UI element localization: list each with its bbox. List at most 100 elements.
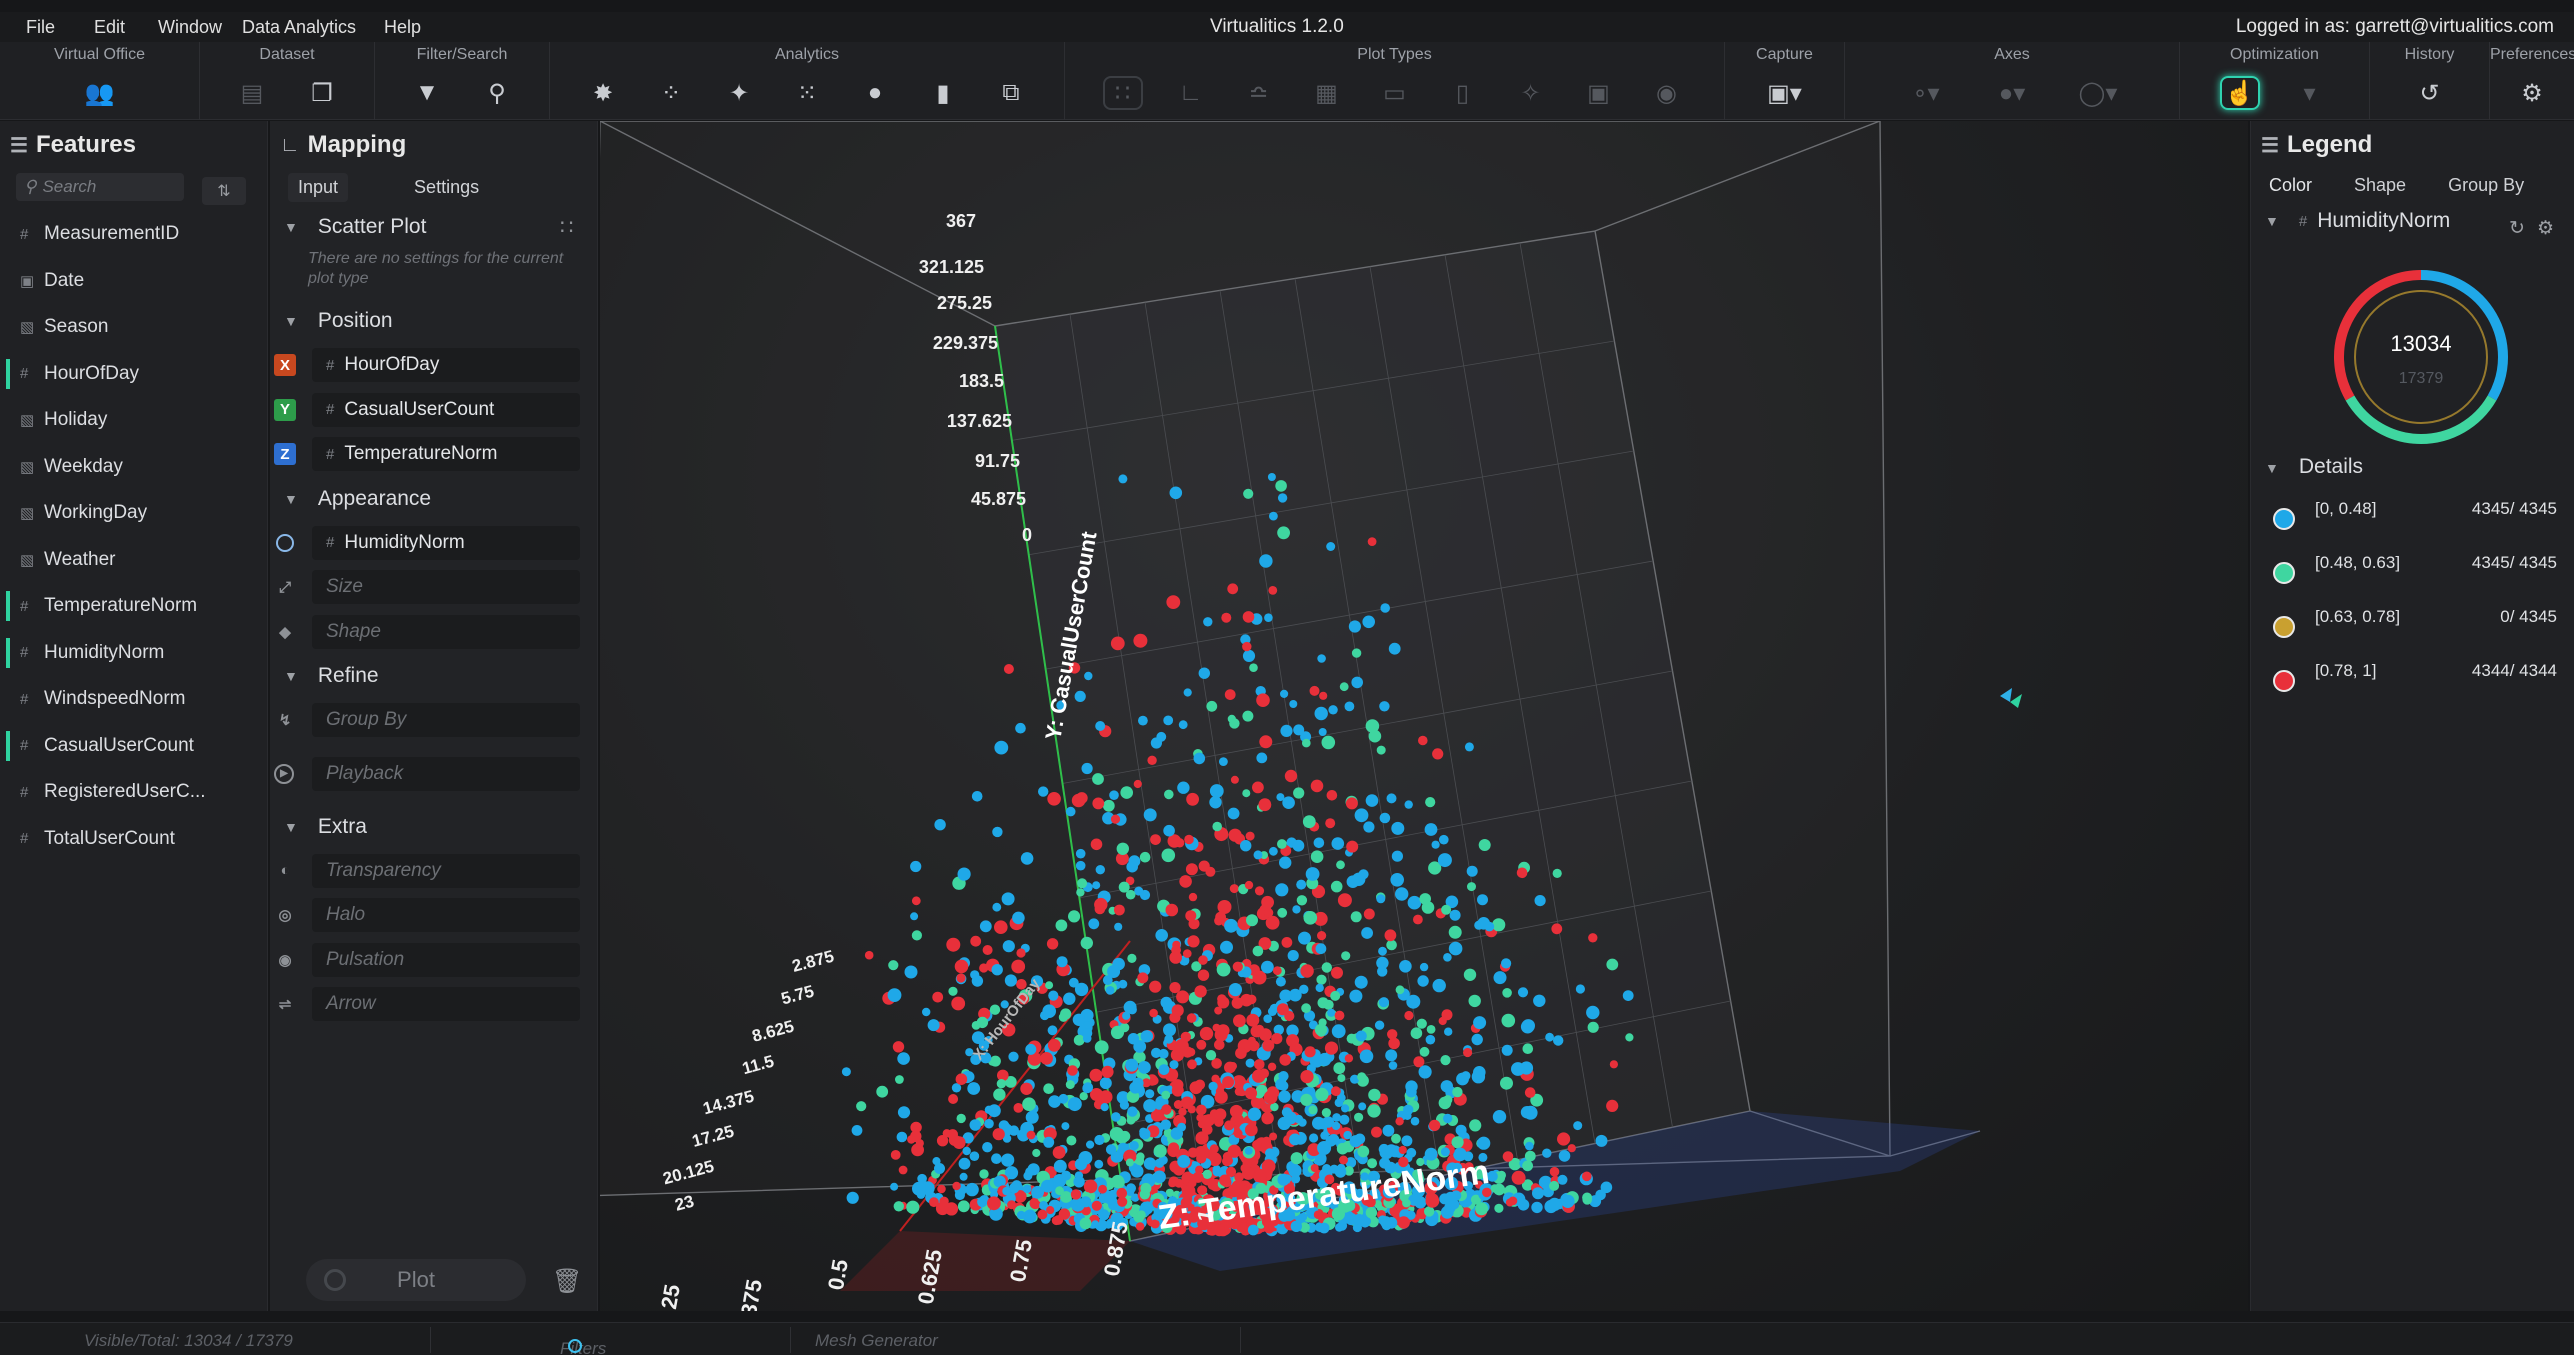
trash-icon[interactable]: 🗑 <box>552 1268 583 1295</box>
data-point <box>1331 1086 1341 1097</box>
menu-data-analytics[interactable]: Data Analytics <box>242 17 357 37</box>
x-mapping-field[interactable]: # HourOfDay <box>312 348 580 383</box>
cluster-icon[interactable]: ⁘ <box>660 79 682 107</box>
data-point <box>1331 837 1345 850</box>
halo-field[interactable]: Halo <box>312 898 580 933</box>
legend-bin-row[interactable]: [0, 0.48] 4345/ 4345 <box>2273 498 2563 550</box>
insight-bulb-icon[interactable]: ● <box>867 79 883 106</box>
data-point <box>1339 1114 1350 1125</box>
menu-window[interactable]: Window <box>158 17 223 37</box>
feature-item[interactable]: ▧ Season <box>0 304 267 351</box>
legend-bin-row[interactable]: [0.48, 0.63] 4345/ 4345 <box>2273 552 2563 604</box>
feature-item[interactable]: ▧ Holiday <box>0 397 267 444</box>
anomaly-icon[interactable]: ⁙ <box>796 79 818 107</box>
details-header[interactable]: ▼ Details <box>2265 455 2363 479</box>
tab-color[interactable]: Color <box>2269 174 2313 195</box>
camera-icon[interactable]: ▣▾ <box>1767 79 1802 107</box>
feature-item[interactable]: # HumidityNorm <box>0 630 267 677</box>
tab-group-by[interactable]: Group By <box>2448 174 2525 195</box>
stack-icon[interactable]: ⧉ <box>1002 79 1020 106</box>
surface-plot-icon[interactable]: ≏ <box>1248 79 1269 107</box>
legend-color-swatch[interactable] <box>2273 616 2295 638</box>
orbit-icon[interactable]: ◯▾ <box>2078 79 2118 107</box>
legend-color-swatch[interactable] <box>2273 670 2295 692</box>
scatter-settings-icon[interactable]: ∷ <box>560 215 574 239</box>
feature-item[interactable]: # TotalUserCount <box>0 816 267 863</box>
feature-item[interactable]: # CasualUserCount <box>0 723 267 770</box>
map-plot-icon[interactable]: ▣ <box>1587 79 1610 107</box>
feature-item[interactable]: ▣ Date <box>0 258 267 305</box>
axes-icon[interactable]: ∘▾ <box>1912 79 1940 107</box>
3d-plot-viewport[interactable]: 367 321.125 275.25 229.375 183.5 137.625 91.75… <box>600 121 2248 1311</box>
data-point <box>1090 838 1103 851</box>
gear-icon[interactable]: ⚙ <box>2537 218 2555 239</box>
search-icon[interactable]: ⚲ <box>488 79 506 107</box>
data-point <box>1252 1202 1265 1215</box>
feature-item[interactable]: ▧ Weekday <box>0 444 267 491</box>
feature-item[interactable]: # RegisteredUserC... <box>0 769 267 816</box>
appearance-section[interactable]: ▼ Appearance <box>270 477 597 521</box>
history-icon[interactable]: ↺ <box>2419 79 2440 107</box>
transparency-field[interactable]: Transparency <box>312 853 580 888</box>
bar-plot-icon[interactable]: ▯ <box>1455 79 1470 107</box>
pulsation-field[interactable]: Pulsation <box>312 942 580 977</box>
data-point <box>1309 1133 1319 1143</box>
menu-file[interactable]: File <box>26 17 56 37</box>
extra-section[interactable]: ▼ Extra <box>270 805 597 849</box>
feature-item[interactable]: ▧ Weather <box>0 537 267 584</box>
scatter-plot-section[interactable]: ▼ Scatter Plot ∷ <box>270 205 597 249</box>
optimization-hand-icon[interactable]: ☝ <box>2219 76 2260 110</box>
legend-color-swatch[interactable] <box>2273 508 2295 530</box>
feature-item[interactable]: # TemperatureNorm <box>0 583 267 630</box>
copy-icon[interactable]: ❐ <box>311 79 333 107</box>
menu-help[interactable]: Help <box>384 17 422 37</box>
data-point <box>1280 689 1289 699</box>
z-mapping-field[interactable]: # TemperatureNorm <box>312 437 580 472</box>
optimization-menu-icon[interactable]: ▾ <box>2303 79 2316 107</box>
data-point <box>910 1121 922 1134</box>
y-mapping-field[interactable]: # CasualUserCount <box>312 392 580 427</box>
histogram-icon[interactable]: ▭ <box>1383 79 1406 107</box>
scatter-plot-3d[interactable]: 367 321.125 275.25 229.375 183.5 137.625 91.75… <box>600 121 2248 1311</box>
tab-settings[interactable]: Settings <box>414 176 480 197</box>
filter-icon[interactable]: ▼ <box>415 79 439 106</box>
feature-item[interactable]: # WindspeedNorm <box>0 676 267 723</box>
orientation-gizmo-icon[interactable] <box>2000 688 2022 708</box>
sort-button[interactable]: ⇅ <box>202 177 246 205</box>
arrow-field[interactable]: Arrow <box>312 987 580 1022</box>
tab-input[interactable]: Input <box>288 172 349 202</box>
users-icon[interactable]: 👥 <box>84 79 115 107</box>
shape-mapping-field[interactable]: Shape <box>312 614 580 649</box>
heatmap-icon[interactable]: ▦ <box>1315 79 1338 107</box>
size-mapping-field[interactable]: Size <box>312 570 580 605</box>
search-input[interactable]: ⚲ Search <box>16 173 184 201</box>
legend-bin-row[interactable]: [0.63, 0.78] 0/ 4345 <box>2273 606 2563 658</box>
legend-bin-row[interactable]: [0.78, 1] 4344/ 4344 <box>2273 660 2563 712</box>
graph-icon[interactable]: ✦ <box>728 79 750 107</box>
data-point <box>1310 850 1324 863</box>
graph-plot-icon[interactable]: ✧ <box>1520 79 1541 107</box>
scatter-plot-icon[interactable]: ∷ <box>1102 76 1143 110</box>
grid-icon[interactable]: ●▾ <box>1998 79 2026 107</box>
feature-item[interactable]: ▧ WorkingDay <box>0 490 267 537</box>
gear-icon[interactable]: ⚙ <box>2521 79 2543 107</box>
data-point <box>1125 1058 1139 1072</box>
menu-edit[interactable]: Edit <box>94 17 126 37</box>
legend-color-swatch[interactable] <box>2273 562 2295 584</box>
group-by-field[interactable]: Group By <box>312 703 580 738</box>
globe-plot-icon[interactable]: ◉ <box>1656 79 1677 107</box>
plot-button[interactable]: Plot <box>306 1259 526 1301</box>
bar-analytics-icon[interactable]: ▮ <box>936 79 950 107</box>
tab-shape[interactable]: Shape <box>2354 174 2407 195</box>
legend-variable[interactable]: ▼ # HumidityNorm ↻ ⚙ <box>2251 201 2574 241</box>
table-icon[interactable]: ▤ <box>240 79 264 107</box>
refresh-icon[interactable]: ↻ <box>2509 218 2525 239</box>
refine-section[interactable]: ▼ Refine <box>270 654 597 698</box>
playback-field[interactable]: Playback <box>312 756 580 791</box>
color-mapping-field[interactable]: # HumidityNorm <box>312 525 580 560</box>
feature-item[interactable]: # MeasurementID <box>0 211 267 258</box>
brain-icon[interactable]: ✸ <box>592 79 614 107</box>
feature-item[interactable]: # HourOfDay <box>0 351 267 398</box>
position-section[interactable]: ▼ Position <box>270 299 597 343</box>
line-plot-icon[interactable]: ∟ <box>1178 79 1203 106</box>
